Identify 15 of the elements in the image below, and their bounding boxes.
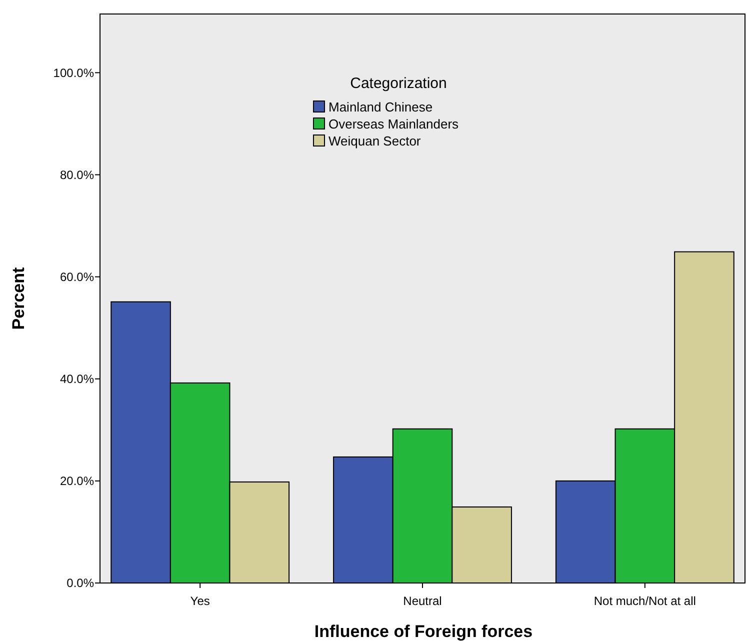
y-tick-label: 0.0% bbox=[66, 576, 94, 590]
legend-title: Categorization bbox=[350, 75, 447, 92]
x-tick-label: Neutral bbox=[403, 594, 442, 608]
y-tick-label: 40.0% bbox=[60, 372, 94, 386]
legend-label: Overseas Mainlanders bbox=[328, 116, 460, 132]
y-tick-label: 80.0% bbox=[60, 168, 94, 182]
legend-label: Mainland Chinese bbox=[328, 100, 433, 115]
y-tick-label: 60.0% bbox=[60, 270, 94, 284]
x-tick-label: Not much/Not at all bbox=[594, 594, 696, 608]
y-tick-label: 20.0% bbox=[60, 474, 94, 488]
x-tick-label: Yes bbox=[190, 594, 210, 608]
y-axis-title: Percent bbox=[9, 266, 28, 330]
x-axis-title: Influence of Foreign forces bbox=[314, 622, 533, 641]
y-tick-label: 100.0% bbox=[53, 66, 94, 80]
legend-label: Weiquan Sector bbox=[328, 134, 422, 149]
